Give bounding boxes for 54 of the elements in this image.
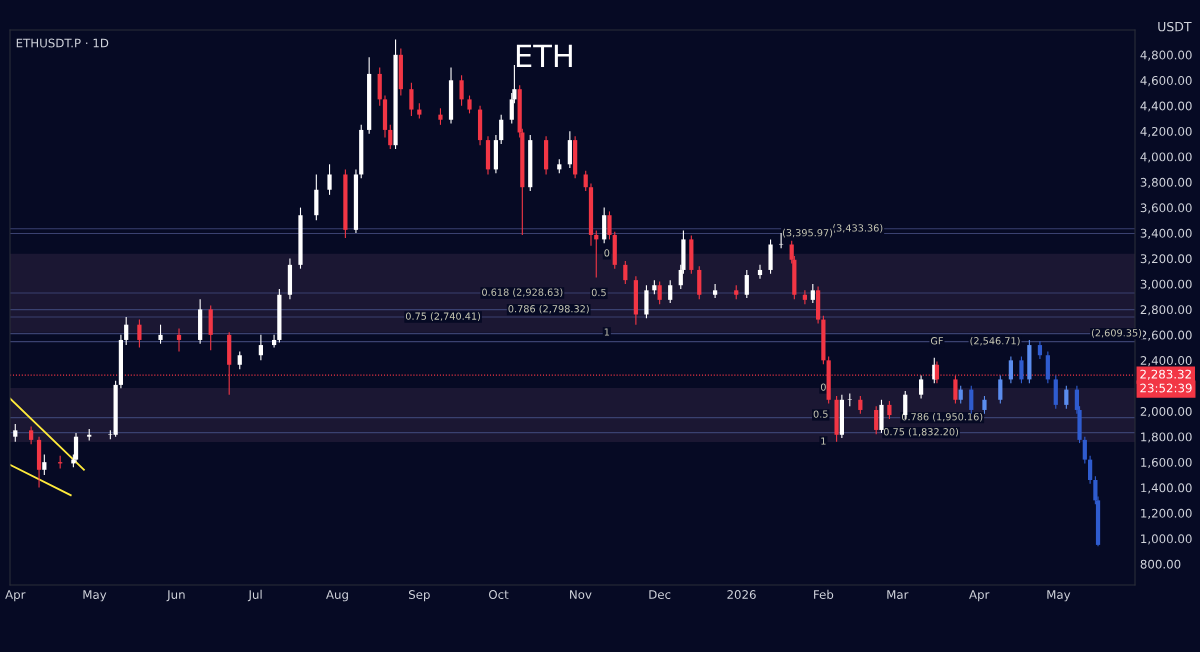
- annotation: 0.75 (2,740.41): [405, 312, 481, 321]
- y-tick-label: 4,000.00: [1140, 152, 1192, 163]
- y-tick-label: 3,600.00: [1140, 203, 1192, 214]
- annotation: 1: [821, 437, 826, 445]
- y-tick-label: 3,000.00: [1140, 279, 1192, 290]
- x-tick-label: 2026: [727, 590, 756, 599]
- annotation: (2,546.71): [970, 336, 1020, 346]
- y-tick-label: 4,200.00: [1140, 126, 1192, 138]
- x-tick-label: Nov: [570, 590, 592, 599]
- annotation: 0: [604, 249, 610, 257]
- x-tick-label: May: [83, 590, 107, 602]
- y-tick-label: 1,800.00: [1141, 432, 1192, 443]
- x-tick-label: Aug: [326, 590, 348, 602]
- x-tick-label: Jun: [166, 590, 185, 602]
- x-tick-label: Apr: [969, 590, 990, 602]
- annotation: 0.786 (2,798.32): [508, 304, 589, 314]
- y-tick-label: 4,800.00: [1140, 50, 1192, 61]
- x-tick-label: Dec: [649, 590, 671, 599]
- y-tick-label: 4,600.00: [1140, 76, 1192, 87]
- annotation: (2,609.35): [1091, 328, 1142, 338]
- x-tick-label: Apr: [5, 590, 26, 602]
- chart-title: ETH: [516, 44, 572, 68]
- y-tick-label: 2,000.00: [1140, 406, 1192, 418]
- x-tick-label: Feb: [814, 589, 834, 599]
- y-tick-label: 800.00: [1140, 559, 1181, 569]
- annotation: 0.75 (1,832.20): [883, 427, 959, 437]
- text: 23:52:39: [1140, 383, 1192, 393]
- annotation: 0.5: [591, 288, 606, 297]
- x-tick-label: Jul: [247, 589, 262, 602]
- y-tick-label: 1,200.00: [1141, 508, 1192, 519]
- y-axis-title: USDT: [1158, 21, 1192, 32]
- annotation: 1: [604, 328, 610, 336]
- y-tick-label: 2,800.00: [1140, 305, 1192, 316]
- x-tick-label: Sep: [408, 590, 430, 602]
- y-tick-label: 1,000.00: [1141, 534, 1192, 545]
- y-tick-label: 1,600.00: [1141, 457, 1192, 469]
- y-tick-label: 1,400.00: [1141, 483, 1192, 494]
- annotation: 0.618 (2,928.63): [482, 288, 563, 297]
- annotation: GF: [930, 337, 943, 345]
- y-tick-label: 3,200.00: [1140, 254, 1192, 265]
- y-tick-label: 3,400.00: [1140, 228, 1192, 239]
- y-tick-label: 4,400.00: [1140, 101, 1192, 112]
- annotation: (3,395.97): [782, 228, 833, 238]
- text: ETHUSDT.P · 1D: [16, 38, 109, 48]
- ref-line-label: 2,283.32: [1140, 369, 1191, 380]
- annotation: (3,433.36): [833, 224, 883, 233]
- x-tick-label: Mar: [887, 590, 909, 599]
- x-tick-label: May: [1047, 590, 1071, 602]
- y-tick-label: 2,600.00: [1140, 330, 1192, 341]
- annotation: 0: [820, 383, 826, 391]
- y-tick-label: 3,800.00: [1140, 177, 1192, 188]
- x-tick-label: Oct: [489, 590, 509, 599]
- annotation: 0.5: [813, 410, 828, 418]
- y-tick-label: 2,400.00: [1140, 356, 1192, 367]
